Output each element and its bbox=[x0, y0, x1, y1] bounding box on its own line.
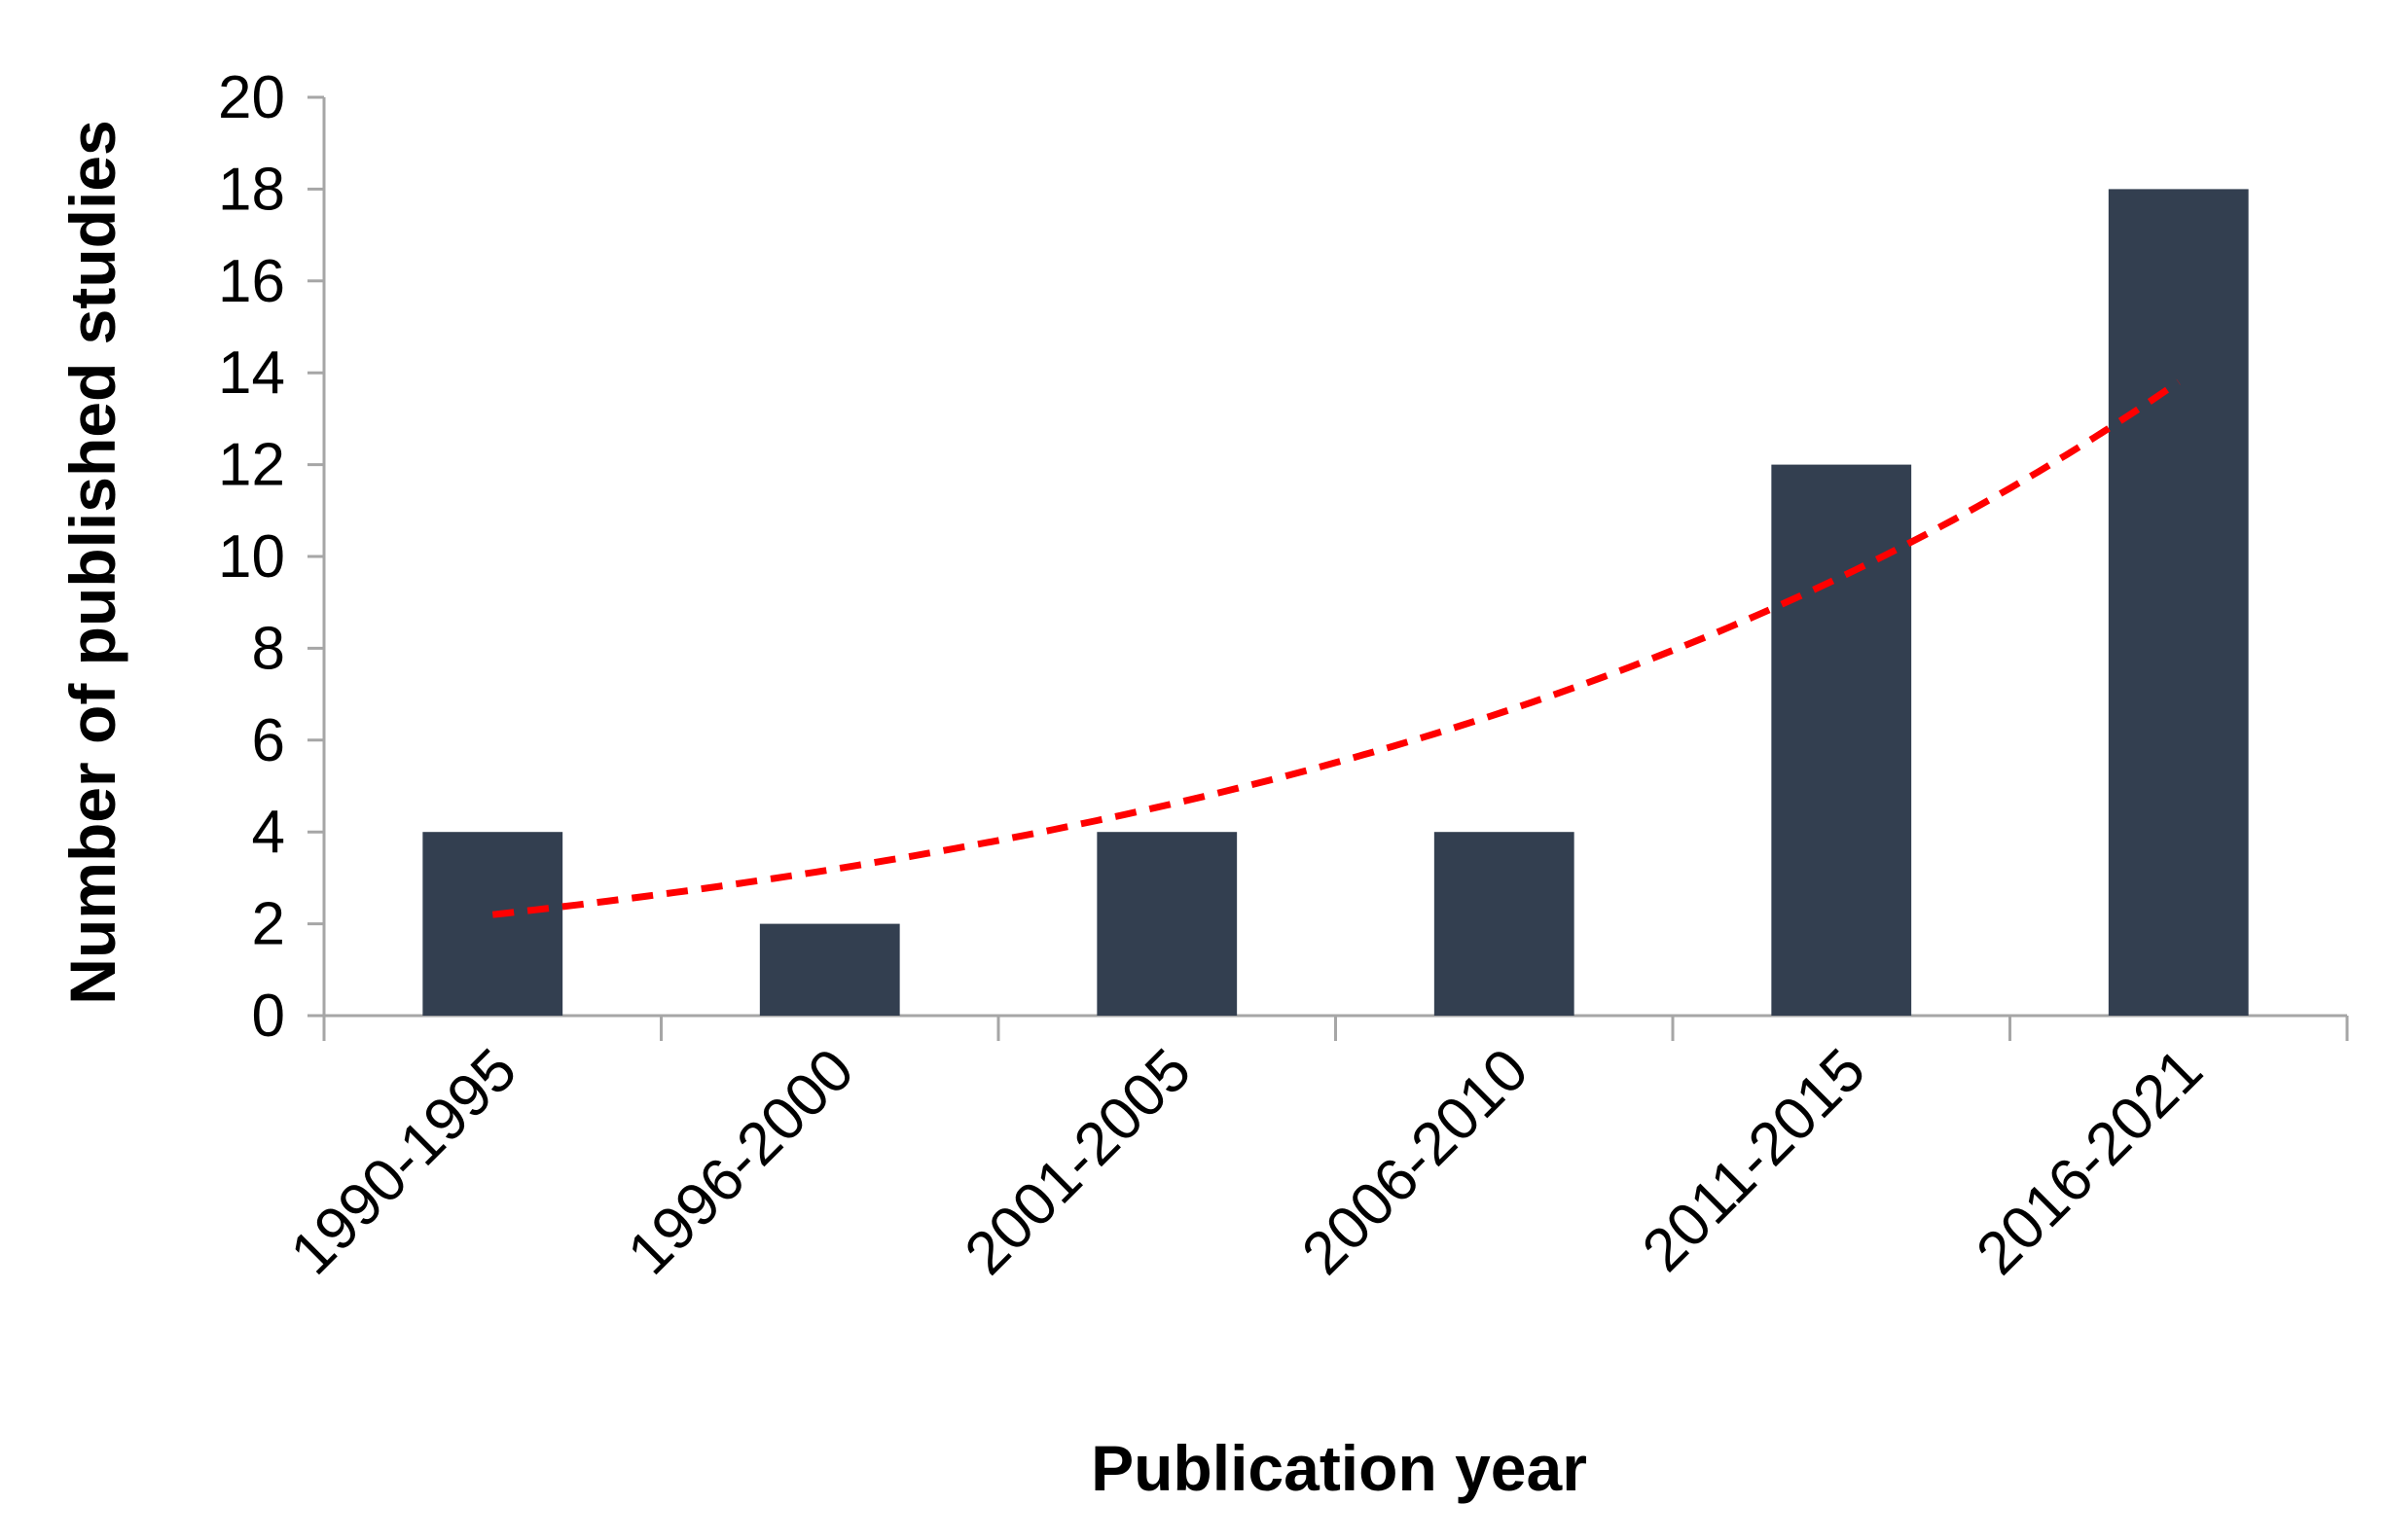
x-tick-label: 2011-2015 bbox=[1630, 1036, 1878, 1284]
bar bbox=[1433, 832, 1574, 1016]
y-tick-label: 20 bbox=[218, 64, 285, 131]
trendline bbox=[491, 378, 2181, 918]
x-axis-title: Publication year bbox=[1091, 1432, 1587, 1504]
x-tick-label: 2001-2005 bbox=[953, 1036, 1204, 1287]
x-tick-label: 2016-2021 bbox=[1964, 1036, 2215, 1287]
y-tick-label: 18 bbox=[218, 156, 285, 223]
y-tick-label: 10 bbox=[218, 523, 285, 591]
x-tick-label: 1996-2000 bbox=[615, 1036, 866, 1287]
y-tick-label: 6 bbox=[252, 707, 285, 774]
y-tick-label: 4 bbox=[252, 799, 285, 866]
y-tick-label: 14 bbox=[218, 340, 285, 407]
y-axis-title: Number of published studies bbox=[56, 120, 128, 1004]
bar bbox=[1097, 832, 1238, 1016]
bar bbox=[2108, 189, 2249, 1016]
y-tick-label: 16 bbox=[218, 248, 285, 315]
bar bbox=[1771, 464, 1912, 1017]
y-tick-label: 8 bbox=[252, 615, 285, 682]
bars bbox=[422, 189, 2249, 1017]
x-tick-label: 1990-1995 bbox=[278, 1036, 529, 1287]
trendline-layer bbox=[491, 378, 2181, 918]
labels: 0 2 4 6 8 10 12 14 16 18 20 1990-1995 1996-2000 2001-… bbox=[218, 64, 2216, 1288]
y-tick-label: 0 bbox=[252, 983, 285, 1050]
bar bbox=[759, 923, 900, 1016]
y-tick-label: 12 bbox=[218, 432, 285, 499]
x-tick-label: 2006-2010 bbox=[1289, 1036, 1540, 1287]
axes bbox=[307, 95, 2349, 1041]
y-tick-label: 2 bbox=[252, 891, 285, 958]
bar bbox=[422, 832, 563, 1016]
